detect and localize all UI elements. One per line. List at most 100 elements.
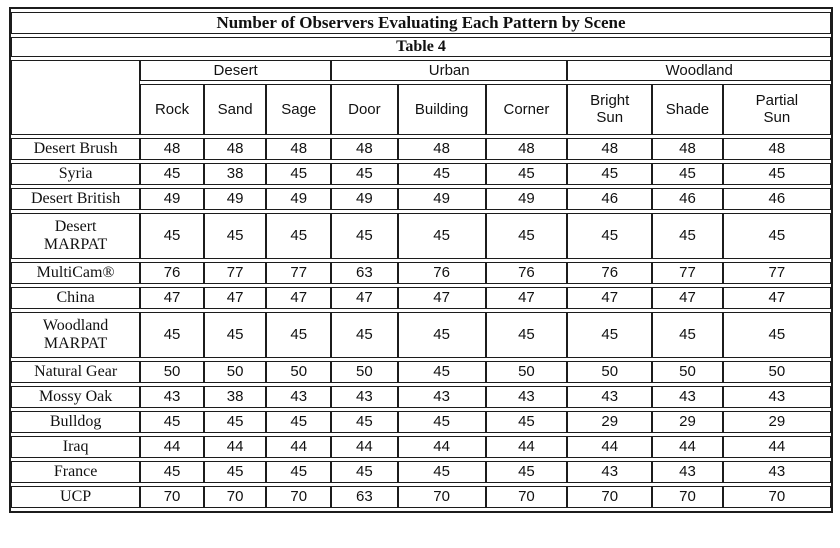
value-cell: 50 (722, 360, 831, 383)
value-cell: 45 (485, 410, 568, 433)
value-cell: 45 (397, 460, 486, 483)
value-cell: 29 (652, 410, 723, 433)
value-cell: 44 (722, 435, 831, 458)
value-cell: 76 (397, 261, 486, 284)
value-cell: 43 (140, 385, 204, 408)
value-cell: 45 (140, 460, 204, 483)
value-cell: 45 (397, 410, 486, 433)
value-cell: 50 (203, 360, 267, 383)
table-title: Number of Observers Evaluating Each Patt… (11, 12, 831, 34)
value-cell: 43 (567, 385, 653, 408)
value-cell: 49 (266, 187, 332, 210)
row-label: France (11, 460, 141, 483)
value-cell: 49 (485, 187, 568, 210)
value-cell: 46 (652, 187, 723, 210)
value-cell: 45 (331, 162, 398, 185)
value-cell: 76 (485, 261, 568, 284)
value-cell: 76 (140, 261, 204, 284)
value-cell: 47 (203, 286, 267, 309)
value-cell: 47 (266, 286, 332, 309)
value-cell: 49 (203, 187, 267, 210)
table-row-desert-marpat: Desert MARPAT 45 45 45 45 45 45 45 45 45 (11, 212, 831, 259)
value-cell: 47 (722, 286, 831, 309)
table-row-bulldog: Bulldog 45 45 45 45 45 45 29 29 29 (11, 410, 831, 433)
value-cell: 43 (652, 460, 723, 483)
table-row-natural-gear: Natural Gear 50 50 50 50 45 50 50 50 50 (11, 360, 831, 383)
value-cell: 44 (652, 435, 723, 458)
value-cell: 45 (397, 360, 486, 383)
value-cell: 50 (331, 360, 398, 383)
value-cell: 45 (203, 410, 267, 433)
observers-table: Number of Observers Evaluating Each Patt… (9, 7, 833, 513)
value-cell: 49 (397, 187, 486, 210)
value-cell: 45 (397, 162, 486, 185)
row-label: Desert British (11, 187, 141, 210)
value-cell: 70 (567, 485, 653, 508)
value-cell: 45 (203, 212, 267, 259)
document-page: Number of Observers Evaluating Each Patt… (9, 7, 833, 513)
value-cell: 48 (203, 137, 267, 160)
value-cell: 77 (266, 261, 332, 284)
value-cell: 63 (331, 261, 398, 284)
value-cell: 43 (397, 385, 486, 408)
value-cell: 77 (203, 261, 267, 284)
table-row-desert-british: Desert British 49 49 49 49 49 49 46 46 4… (11, 187, 831, 210)
value-cell: 45 (567, 162, 653, 185)
value-cell: 47 (140, 286, 204, 309)
table-row-ucp: UCP 70 70 70 63 70 70 70 70 70 (11, 485, 831, 508)
value-cell: 45 (331, 410, 398, 433)
value-cell: 38 (203, 162, 267, 185)
value-cell: 44 (203, 435, 267, 458)
value-cell: 70 (397, 485, 486, 508)
value-cell: 45 (331, 311, 398, 358)
value-cell: 45 (485, 212, 568, 259)
value-cell: 48 (140, 137, 204, 160)
value-cell: 38 (203, 385, 267, 408)
value-cell: 45 (203, 311, 267, 358)
column-header-building: Building (397, 83, 486, 135)
table-row-multicam: MultiCam® 76 77 77 63 76 76 76 77 77 (11, 261, 831, 284)
value-cell: 44 (331, 435, 398, 458)
table-caption: Table 4 (11, 36, 831, 57)
value-cell: 44 (266, 435, 332, 458)
value-cell: 43 (331, 385, 398, 408)
row-label: UCP (11, 485, 141, 508)
value-cell: 45 (266, 410, 332, 433)
group-header-desert: Desert (140, 59, 332, 81)
value-cell: 45 (567, 311, 653, 358)
value-cell: 77 (722, 261, 831, 284)
value-cell: 45 (397, 212, 486, 259)
scene-column-header-row: Rock Sand Sage Door Building Corner Brig… (11, 83, 831, 135)
row-label: Natural Gear (11, 360, 141, 383)
value-cell: 77 (652, 261, 723, 284)
value-cell: 46 (567, 187, 653, 210)
table-row-china: China 47 47 47 47 47 47 47 47 47 (11, 286, 831, 309)
value-cell: 76 (567, 261, 653, 284)
row-label: Mossy Oak (11, 385, 141, 408)
value-cell: 45 (331, 460, 398, 483)
value-cell: 50 (652, 360, 723, 383)
value-cell: 45 (266, 212, 332, 259)
column-header-sand: Sand (203, 83, 267, 135)
value-cell: 47 (567, 286, 653, 309)
value-cell: 45 (331, 212, 398, 259)
value-cell: 47 (485, 286, 568, 309)
column-header-sage: Sage (266, 83, 332, 135)
value-cell: 45 (567, 212, 653, 259)
value-cell: 70 (266, 485, 332, 508)
column-header-shade: Shade (652, 83, 723, 135)
value-cell: 45 (485, 162, 568, 185)
value-cell: 45 (722, 311, 831, 358)
scene-group-header-row: Desert Urban Woodland (11, 59, 831, 135)
value-cell: 45 (266, 311, 332, 358)
value-cell: 70 (722, 485, 831, 508)
value-cell: 45 (652, 162, 723, 185)
value-cell: 45 (140, 311, 204, 358)
row-label: Bulldog (11, 410, 141, 433)
value-cell: 48 (331, 137, 398, 160)
value-cell: 29 (567, 410, 653, 433)
group-header-urban: Urban (331, 59, 568, 81)
value-cell: 50 (140, 360, 204, 383)
value-cell: 48 (485, 137, 568, 160)
row-label: Iraq (11, 435, 141, 458)
